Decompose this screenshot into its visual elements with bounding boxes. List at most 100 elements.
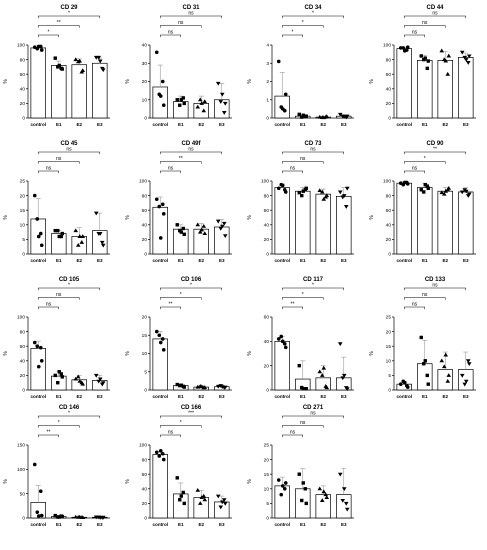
data-point: [158, 449, 163, 453]
data-point: [36, 234, 41, 239]
data-point: [60, 514, 64, 519]
significance-bracket: [404, 306, 425, 310]
data-point: [446, 53, 452, 58]
data-point: [154, 50, 159, 55]
panel-title: CD 29: [60, 5, 78, 11]
data-point: [337, 472, 343, 477]
data-point: [341, 194, 347, 198]
data-point: [182, 101, 186, 106]
y-axis-label: %: [3, 79, 9, 84]
significance-label: *: [68, 11, 70, 17]
y-axis-label: %: [125, 479, 131, 484]
data-point: [466, 54, 472, 59]
category-label: E2: [320, 394, 326, 399]
category-label: control: [30, 394, 46, 399]
category-label: E2: [76, 122, 82, 127]
data-point: [35, 344, 40, 349]
significance-bracket: [282, 434, 303, 438]
significance-bracket: [404, 15, 466, 19]
data-point: [100, 68, 106, 73]
y-tick-label: 0: [144, 388, 147, 394]
category-label: E1: [300, 394, 306, 399]
y-tick-label: 100: [17, 467, 25, 473]
significance-bracket: [38, 415, 100, 419]
data-point: [462, 382, 468, 387]
data-point: [99, 240, 105, 245]
significance-label: *: [48, 30, 50, 36]
y-tick-label: 40: [20, 359, 26, 365]
data-point: [446, 373, 452, 377]
data-point: [282, 341, 287, 346]
data-point: [398, 382, 403, 386]
data-point: [201, 493, 207, 498]
significance-label: *: [292, 30, 294, 36]
data-point: [178, 103, 182, 107]
y-tick-label: 100: [17, 43, 25, 49]
data-point: [154, 197, 159, 202]
significance-bracket: [404, 297, 446, 300]
data-point: [175, 476, 179, 480]
data-point: [57, 234, 61, 239]
data-point: [297, 363, 301, 368]
category-label: control: [274, 522, 290, 527]
y-tick-label: 100: [139, 179, 147, 185]
significance-label: ns: [46, 302, 52, 308]
panel-title: CD 31: [182, 5, 200, 11]
data-point: [157, 333, 162, 338]
data-point: [59, 372, 63, 376]
data-point: [77, 514, 83, 519]
category-label: E3: [341, 122, 347, 127]
y-tick-label: 60: [264, 315, 270, 321]
significance-bracket: [160, 287, 222, 291]
category-label: E2: [198, 258, 204, 263]
y-tick-label: 100: [383, 179, 391, 185]
data-point: [337, 112, 343, 117]
data-point: [36, 364, 41, 369]
y-axis-label: %: [247, 215, 253, 220]
data-point: [60, 375, 64, 379]
category-label: E3: [463, 122, 469, 127]
data-point: [222, 501, 228, 506]
y-tick-label: 80: [386, 57, 392, 63]
significance-bracket: [38, 306, 59, 310]
category-label: control: [396, 258, 412, 263]
category-label: E2: [320, 522, 326, 527]
bar-control: [152, 338, 168, 391]
bar-control: [274, 187, 290, 255]
data-point: [57, 515, 61, 519]
significance-bracket: [282, 297, 324, 300]
significance-bracket: [282, 170, 303, 174]
y-axis-label: %: [247, 351, 253, 356]
data-point: [179, 230, 183, 234]
data-point: [179, 98, 183, 102]
y-tick-label: 60: [264, 208, 270, 214]
bar-e3: [92, 62, 108, 119]
category-label: E2: [76, 522, 82, 527]
data-point: [97, 59, 103, 64]
y-axis-label: %: [3, 479, 9, 484]
category-label: E1: [300, 522, 306, 527]
category-label: E1: [422, 258, 428, 263]
data-point: [341, 487, 347, 492]
panel-title: CD 90: [426, 141, 444, 147]
data-point: [77, 58, 83, 63]
significance-label: **: [57, 20, 61, 26]
y-tick-label: 20: [142, 501, 148, 507]
y-tick-label: 0: [144, 116, 147, 122]
significance-label: *: [312, 11, 314, 17]
data-point: [419, 54, 423, 58]
y-tick-label: 10: [20, 223, 26, 229]
y-tick-label: 0: [22, 516, 25, 522]
y-tick-label: 20: [20, 373, 26, 379]
data-point: [425, 184, 429, 188]
y-tick-label: 10: [142, 351, 148, 357]
category-label: E1: [56, 522, 62, 527]
y-tick-label: 0: [388, 388, 391, 394]
data-point: [319, 373, 325, 377]
